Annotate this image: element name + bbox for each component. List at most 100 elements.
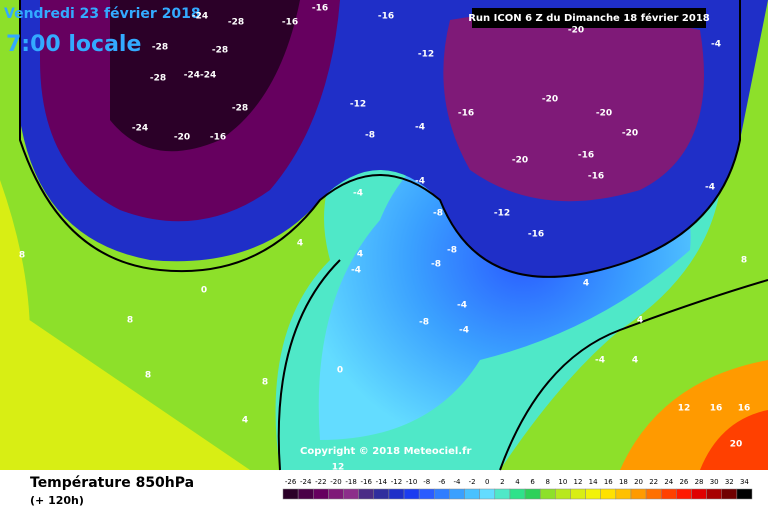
colorbar-label: -22 <box>315 478 326 486</box>
colorbar-swatch <box>615 488 632 500</box>
contour-label: -20 <box>512 156 528 166</box>
time: 7:00 locale <box>6 32 141 57</box>
arctic-core <box>110 0 300 152</box>
colorbar-label: -8 <box>423 478 430 486</box>
footer-title: Température 850hPa <box>30 475 194 491</box>
colorbar-label: -16 <box>360 478 372 486</box>
colorbar-label: 24 <box>664 478 673 486</box>
contour-label: 16 <box>710 404 723 414</box>
colorbar-label: 20 <box>634 478 643 486</box>
contour-label: -4 <box>353 189 363 199</box>
contour-label: 8 <box>741 256 747 266</box>
colorbar-swatch <box>570 488 586 500</box>
contour-label: 4 <box>357 250 363 260</box>
contour-label: -16 <box>458 109 474 119</box>
colorbar-swatch <box>373 488 390 500</box>
contour-label: -20 <box>174 133 190 143</box>
contour-label: -16 <box>528 230 544 240</box>
colorbar-swatch <box>509 488 526 500</box>
colorbar-label: -24 <box>300 478 312 486</box>
colorbar-label: 30 <box>710 478 719 486</box>
run-banner <box>472 8 706 28</box>
colorbar-label: -12 <box>391 478 402 486</box>
colorbar-swatch <box>282 488 299 500</box>
four-isotherm <box>277 259 768 471</box>
copyright: Copyright © 2018 Meteociel.fr <box>300 446 471 457</box>
colorbar-swatch <box>449 488 465 500</box>
contour-label: -8 <box>365 131 375 141</box>
colorbar-swatch <box>585 488 601 500</box>
contour-label: -8 <box>433 209 443 219</box>
contour-label: -4 <box>415 177 425 187</box>
contour-label: 4 <box>242 416 248 426</box>
contour-label: 4 <box>632 356 638 366</box>
colorbar-swatch <box>676 488 692 500</box>
contour-label: -28 <box>152 43 168 53</box>
colorbar-swatch <box>358 488 375 500</box>
run-info: Run ICON 6 Z du Dimanche 18 février 2018 <box>468 12 710 24</box>
contour-label: -4 <box>415 123 425 133</box>
contour-label: -20 <box>568 26 584 36</box>
contour-label: -4 <box>351 266 361 276</box>
contour-label: 16 <box>738 404 751 414</box>
contour-label: -8 <box>419 318 429 328</box>
colorbar-swatch <box>434 488 450 500</box>
colorbar-swatch <box>388 488 405 500</box>
colorbar-label: -14 <box>376 478 388 486</box>
colorbar-label: 28 <box>695 478 704 486</box>
colorbar-label: 6 <box>530 478 535 486</box>
contour-label: -4 <box>711 40 721 50</box>
contour-label: 0 <box>201 286 207 296</box>
colorbar-swatch <box>297 488 314 500</box>
contour-label: -16 <box>578 151 594 161</box>
colorbar-label: 12 <box>574 478 583 486</box>
contour-label: -16 <box>210 133 226 143</box>
contour-label: -16 <box>282 18 298 28</box>
contour-label: 12 <box>678 404 691 414</box>
contour-label: -28 <box>232 104 248 114</box>
colorbar-swatch <box>524 488 541 500</box>
colorbar-label: -26 <box>285 478 297 486</box>
footer-lead: (+ 120h) <box>30 494 84 507</box>
contour-label: -28 <box>212 46 228 56</box>
colorbar-swatch <box>600 488 617 500</box>
colorbar-label: 32 <box>725 478 734 486</box>
colorbar: -26 -24 -22 -20 -18 -16 -14 -12 -10 -8 -6 -4 -2 0 2 4 6 8… <box>282 478 753 500</box>
contour-label: -20 <box>622 129 638 139</box>
contour-label: -24 <box>132 124 148 134</box>
colorbar-label: 10 <box>558 478 567 486</box>
contour-label: 0 <box>337 366 343 376</box>
colorbar-label: 2 <box>500 478 504 486</box>
zero-isotherm <box>19 0 741 278</box>
colorbar-swatch <box>418 488 435 500</box>
colorbar-swatch <box>343 488 359 500</box>
colorbar-swatch <box>479 488 496 500</box>
contour-label: -4 <box>459 326 469 336</box>
contour-label: -4 <box>705 183 715 193</box>
hot-zone <box>700 410 768 470</box>
contour-label: -8 <box>447 246 457 256</box>
colorbar-swatch <box>494 488 511 500</box>
contour-label: 4 <box>297 239 303 249</box>
colorbar-label: 0 <box>485 478 489 486</box>
colorbar-label: -18 <box>345 478 356 486</box>
colorbar-label: 8 <box>546 478 550 486</box>
colorbar-label: -10 <box>406 478 417 486</box>
date: Vendredi 23 février 2018 <box>4 6 201 22</box>
contour-label: 8 <box>127 316 133 326</box>
colorbar-label: 34 <box>740 478 749 486</box>
contour-label: -20 <box>596 109 612 119</box>
contour-label: -28 <box>228 18 244 28</box>
contour-label: -24-24 <box>184 71 217 81</box>
colorbar-swatch <box>721 488 738 500</box>
colorbar-swatch <box>660 488 677 500</box>
map-labels: -28 -24 -28 -16 -16 -28 -28 -24-24 -28 -24 -20 -16 -… <box>19 4 750 473</box>
contour-label: -16 <box>312 4 328 14</box>
contour-label: 8 <box>19 251 25 261</box>
colorbar-swatch <box>706 488 722 500</box>
colorbar-swatch <box>313 488 329 500</box>
colorbar-swatch <box>403 488 420 500</box>
contour-label: -24 <box>192 12 208 22</box>
contour-label: -20 <box>542 95 558 105</box>
